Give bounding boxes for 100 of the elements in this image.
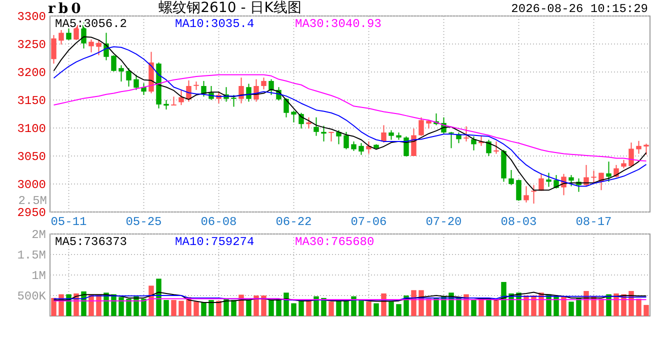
bar [344, 300, 349, 316]
chart-subtitle: rb0 [48, 1, 84, 17]
candlestick [464, 126, 469, 142]
bar [381, 293, 386, 316]
bar [238, 294, 244, 316]
bar [96, 294, 102, 316]
text: 2.5M [18, 194, 47, 208]
candlestick [268, 78, 274, 96]
candlestick [96, 40, 102, 56]
annotation: 2026-08-26 10:15:29 [511, 2, 648, 16]
text: MA5:736373 [55, 235, 128, 249]
y-tick-label: 2950 [17, 206, 46, 220]
line-series [53, 292, 647, 303]
y-tick-label: 3250 [17, 38, 46, 52]
candlestick [51, 34, 56, 64]
candlestick [381, 124, 386, 144]
bar [374, 303, 379, 316]
bar [644, 304, 649, 316]
bar [156, 278, 162, 316]
candlestick [606, 161, 612, 182]
candlestick [118, 64, 124, 82]
bar [336, 300, 342, 316]
text: MA30:3040.93 [295, 17, 382, 31]
candlestick [531, 184, 536, 204]
bar [51, 298, 56, 316]
candlestick [246, 83, 252, 102]
bar [148, 286, 154, 316]
candlestick [404, 136, 409, 158]
candlestick [314, 116, 319, 136]
candlestick [291, 110, 296, 123]
bar [561, 296, 566, 316]
candlestick [88, 39, 94, 53]
x-tick-label: 07-06 [350, 215, 387, 229]
y-tick-label: 3000 [17, 178, 46, 192]
bar [178, 300, 184, 316]
bar [254, 296, 259, 316]
candlestick [58, 30, 64, 46]
candlestick [351, 140, 356, 152]
candlestick [231, 94, 236, 108]
y-tick-label: 500K [17, 290, 47, 304]
x-tick-label: 08-03 [500, 215, 537, 229]
bar [471, 300, 476, 316]
bar [456, 298, 462, 316]
bar [501, 282, 506, 316]
bar [231, 300, 236, 316]
bar [426, 298, 432, 316]
candlestick [344, 131, 349, 150]
y-tick-label: 2M [32, 228, 46, 242]
candlestick [298, 112, 304, 130]
candlestick [418, 116, 424, 136]
candlestick [164, 100, 169, 110]
bar [276, 298, 282, 316]
bar [164, 300, 169, 316]
candlestick [366, 140, 372, 154]
candlestick [546, 172, 552, 188]
bar [141, 298, 146, 316]
bar [328, 302, 334, 316]
x-tick-label: 06-08 [200, 215, 237, 229]
candlestick [644, 143, 649, 156]
bar [614, 293, 619, 316]
bar [298, 300, 304, 316]
y-tick-label: 3200 [17, 66, 46, 80]
bar [216, 300, 222, 316]
text: MA30:765680 [295, 235, 374, 249]
bar [434, 298, 439, 316]
bar [171, 300, 176, 316]
text: MA10:759274 [175, 235, 254, 249]
candlestick [284, 98, 289, 118]
candlestick [321, 125, 326, 142]
bar [524, 296, 529, 316]
bar [366, 302, 372, 316]
candlestick [636, 140, 642, 154]
candlestick [171, 96, 176, 106]
candlestick [178, 89, 184, 106]
bar [314, 296, 319, 316]
bar [246, 300, 252, 316]
y-tick-label: 3050 [17, 150, 46, 164]
y-tick-label: 3100 [17, 122, 46, 136]
candlestick [591, 170, 596, 184]
bar [531, 296, 536, 316]
candlestick [471, 136, 476, 151]
text: MA10:3035.4 [175, 17, 254, 31]
bar [126, 298, 132, 316]
bar [576, 298, 582, 316]
candlestick [524, 186, 529, 203]
bar [291, 303, 296, 316]
y-tick-label: 3300 [17, 10, 46, 24]
bar [418, 290, 424, 316]
bar [494, 300, 499, 316]
candlestick [568, 174, 574, 187]
bar [118, 297, 124, 316]
candlestick [358, 142, 364, 156]
candlestick [134, 74, 139, 90]
bar [321, 298, 326, 316]
candlestick [508, 170, 514, 186]
bar [411, 290, 416, 316]
bar [388, 302, 394, 316]
chart-title: 螺纹钢2610 - 日K线图 [158, 0, 302, 16]
bar [284, 292, 289, 316]
candlestick [306, 116, 312, 130]
